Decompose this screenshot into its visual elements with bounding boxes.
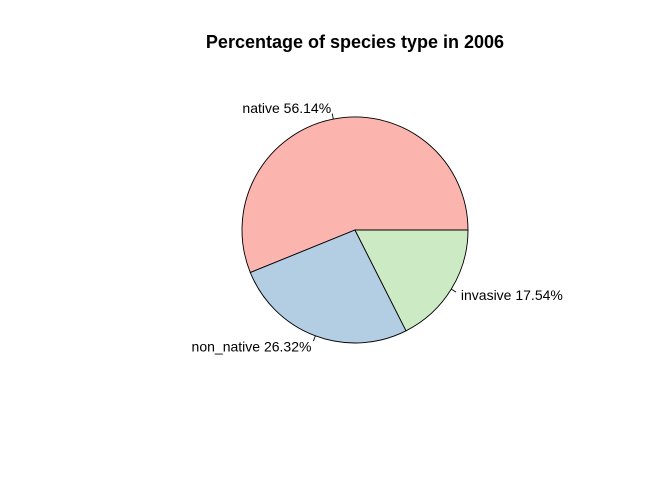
pie-slice-2	[354, 229, 469, 332]
pie-labels: native 56.14% non_native 26.32% invasive 1…	[192, 100, 563, 354]
pie-leader-2	[451, 288, 457, 293]
pie-leader-0	[331, 113, 334, 120]
pie-slice-label-1: non_native 26.32%	[192, 338, 312, 354]
pie-slice-label-2: invasive 17.54%	[461, 287, 563, 303]
pie-leader-1	[312, 335, 316, 342]
pie-slices	[241, 116, 469, 344]
pie-slice-0	[241, 116, 469, 274]
pie-slice-label-0: native 56.14%	[242, 100, 331, 116]
chart-title: Percentage of species type in 2006	[206, 32, 504, 52]
